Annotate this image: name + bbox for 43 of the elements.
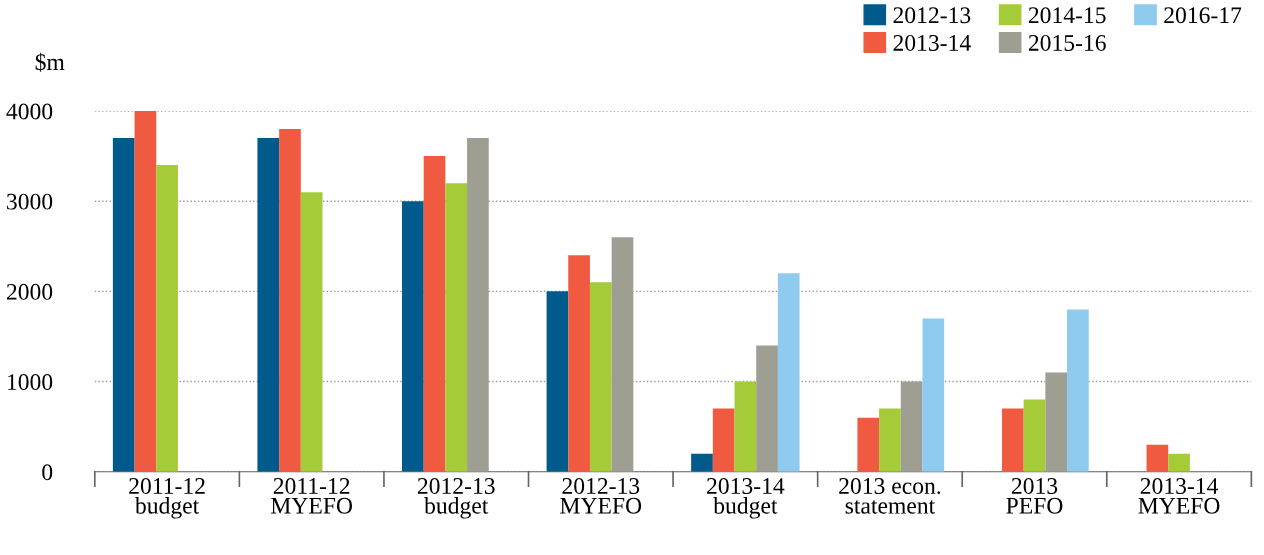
bar (546, 291, 569, 472)
bar (402, 201, 424, 472)
bar (777, 273, 800, 472)
y-tick-label: 4000 (6, 103, 53, 120)
bar (279, 129, 301, 472)
bar (712, 408, 735, 472)
legend-label: 2015-16 (1028, 34, 1106, 51)
legend-label: 2012-13 (893, 7, 971, 24)
x-tick-label: 2012-13 budget (417, 477, 495, 519)
y-tick-label: 1000 (7, 374, 53, 390)
bar (691, 453, 713, 472)
bar (112, 138, 135, 472)
y-tick-label: 3000 (7, 193, 53, 210)
x-tick-label: 2013 PEFO (1006, 477, 1063, 514)
bar (445, 183, 468, 472)
x-tick-label: 2013-14 MYEFO (1138, 477, 1220, 514)
x-tick-label: 2011-12 MYEFO (271, 477, 353, 514)
y-tick-label: 2000 (6, 283, 53, 300)
bar (257, 138, 280, 472)
x-tick-label: 2012-13 MYEFO (560, 477, 642, 514)
legend-label: 2014-15 (1028, 7, 1106, 24)
x-tick-label: 2013 econ. statement (839, 477, 941, 514)
legend-label: 2013-14 (893, 34, 971, 51)
bar (879, 408, 901, 472)
x-tick-label: 2011-12 budget (129, 477, 205, 519)
bar (1067, 309, 1089, 472)
bar (1146, 444, 1169, 472)
bar (1023, 399, 1046, 472)
bar (156, 165, 178, 472)
bar (134, 111, 157, 472)
bar (922, 318, 945, 472)
x-tick-label: 2013-14 budget (707, 477, 785, 519)
bar (300, 192, 323, 472)
y-axis-title: $m (35, 52, 65, 72)
bar (1001, 408, 1024, 472)
bar (1168, 453, 1190, 472)
bar (734, 381, 757, 472)
y-tick-label: 0 (42, 464, 53, 481)
bar (568, 255, 590, 472)
bar (857, 417, 880, 472)
bar (423, 156, 446, 472)
bar (589, 282, 612, 472)
legend-label: 2016-17 (1164, 7, 1242, 24)
